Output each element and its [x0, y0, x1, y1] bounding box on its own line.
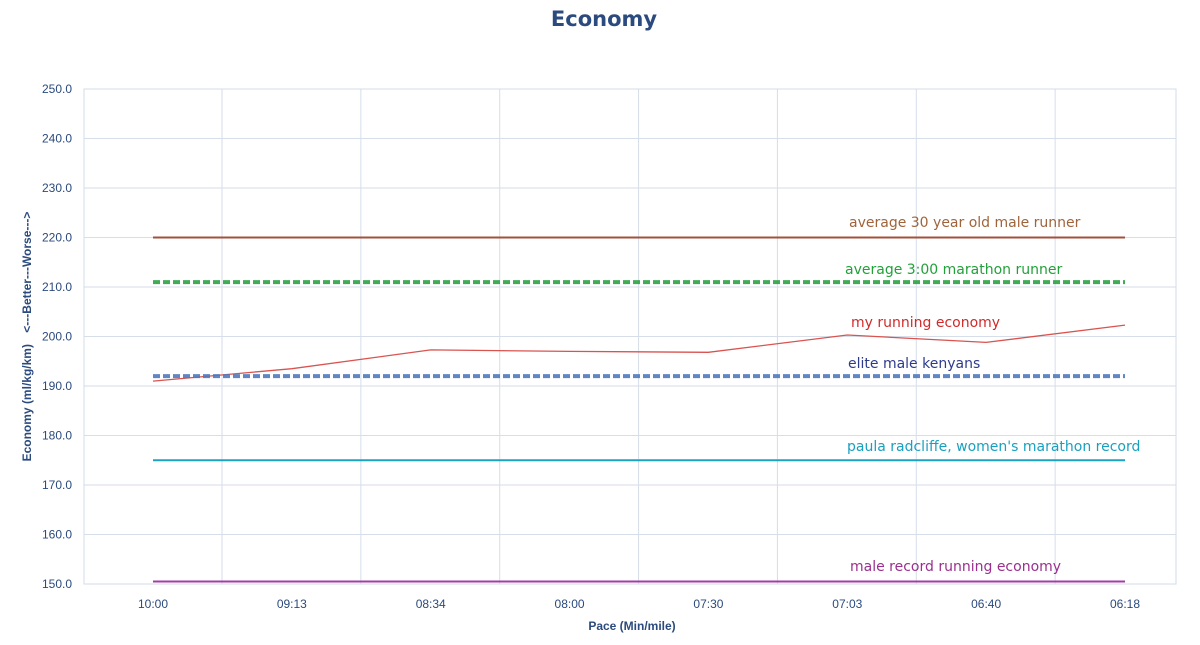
x-tick-label: 06:40: [971, 597, 1001, 611]
x-tick-label: 10:00: [138, 597, 168, 611]
plot-frame: [83, 88, 1177, 585]
series-annotation-2: my running economy: [851, 315, 1000, 331]
y-tick-label: 180.0: [42, 429, 72, 443]
series-annotation-3: elite male kenyans: [848, 356, 980, 372]
series-line-2: [152, 324, 1126, 382]
series-annotation-1: average 3:00 marathon runner: [845, 262, 1062, 278]
x-tick-label: 08:34: [416, 597, 446, 611]
x-axis-label: Pace (Min/mile): [588, 619, 675, 633]
y-tick-label: 250.0: [42, 82, 72, 96]
y-tick-label: 160.0: [42, 528, 72, 542]
x-tick-label: 07:30: [693, 597, 723, 611]
chart-title: Economy: [551, 7, 657, 31]
grid: [84, 88, 1176, 585]
y-tick-label: 230.0: [42, 181, 72, 195]
y-tick-labels: 150.0 160.0 170.0 180.0 190.0 200.0 210.0 220.0…: [42, 82, 72, 591]
x-tick-label: 06:18: [1110, 597, 1140, 611]
y-tick-label: 190.0: [42, 379, 72, 393]
y-tick-label: 220.0: [42, 231, 72, 245]
y-tick-label: 240.0: [42, 132, 72, 146]
y-tick-label: 210.0: [42, 280, 72, 294]
y-axis-label-note: <---Better---Worse--->: [20, 212, 34, 333]
y-tick-label: 150.0: [42, 577, 72, 591]
y-axis-label: Economy (ml/kg/km) <---Better---Worse---…: [20, 212, 34, 462]
y-axis-label-main: Economy (ml/kg/km): [20, 344, 34, 461]
y-tick-label: 200.0: [42, 330, 72, 344]
series-annotation-5: male record running economy: [850, 559, 1061, 575]
series-annotations: average 30 year old male runner average 3…: [845, 215, 1140, 575]
x-tick-label: 08:00: [555, 597, 585, 611]
series-annotation-4: paula radcliffe, women's marathon record: [847, 439, 1140, 455]
x-tick-label: 07:03: [832, 597, 862, 611]
x-tick-label: 09:13: [277, 597, 307, 611]
x-tick-labels: 10:00 09:13 08:34 08:00 07:30 07:03 06:40 06:18: [138, 597, 1140, 611]
series-lines: [152, 236, 1126, 583]
series-annotation-0: average 30 year old male runner: [849, 215, 1081, 231]
y-tick-label: 170.0: [42, 478, 72, 492]
